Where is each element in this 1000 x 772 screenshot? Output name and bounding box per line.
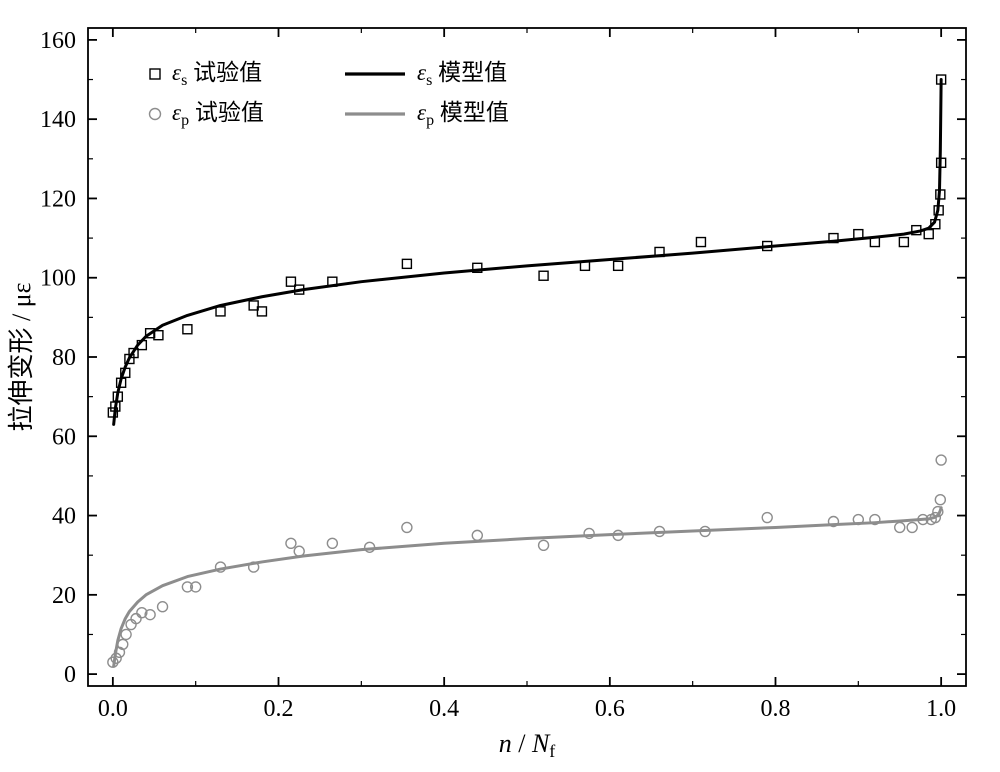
x-tick-label: 1.0 bbox=[926, 696, 956, 722]
chart-svg: 0.0 0.2 0.4 0.6 0.8 1.0 0 20 40 60 80 100 120 140 160 n… bbox=[0, 0, 1000, 772]
y-tick-label: 120 bbox=[40, 186, 76, 212]
x-axis-label: n / Nf bbox=[499, 729, 556, 761]
y-tick-label: 20 bbox=[52, 583, 76, 609]
y-tick-label: 40 bbox=[52, 504, 76, 530]
y-tick-label: 80 bbox=[52, 345, 76, 371]
x-tick-label: 0.6 bbox=[595, 696, 625, 722]
y-tick-label: 140 bbox=[40, 107, 76, 133]
x-tick-label: 0.8 bbox=[760, 696, 790, 722]
y-tick-label: 0 bbox=[64, 662, 76, 688]
y-tick-label: 160 bbox=[40, 28, 76, 54]
x-tick-label: 0.4 bbox=[429, 696, 459, 722]
y-tick-label: 100 bbox=[40, 266, 76, 292]
y-axis-label: 拉伸变形 / με bbox=[7, 282, 36, 431]
y-tick-label: 60 bbox=[52, 424, 76, 450]
chart-container: 0.0 0.2 0.4 0.6 0.8 1.0 0 20 40 60 80 100 120 140 160 n… bbox=[0, 0, 1000, 772]
x-tick-label: 0.0 bbox=[98, 696, 128, 722]
x-tick-label: 0.2 bbox=[264, 696, 294, 722]
